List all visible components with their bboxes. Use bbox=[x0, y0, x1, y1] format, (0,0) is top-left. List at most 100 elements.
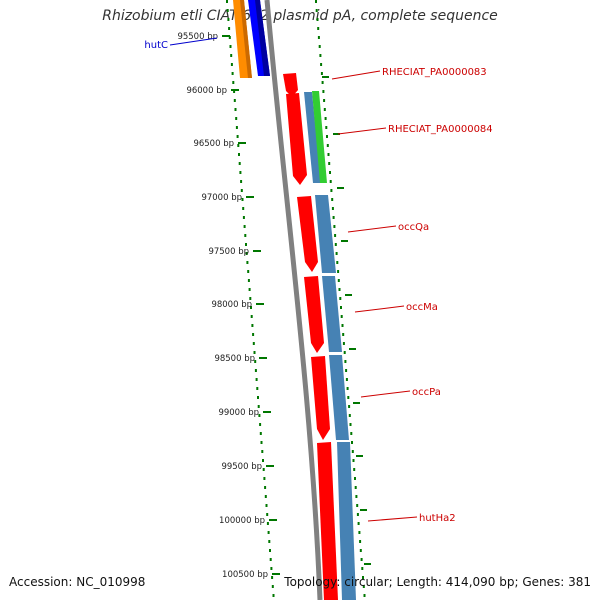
outer-dotted-ring bbox=[334, 234, 337, 237]
outer-dotted-ring bbox=[340, 315, 343, 318]
topology-summary: Topology: circular; Length: 414,090 bp; … bbox=[284, 575, 591, 589]
gene-arrow-occqa bbox=[297, 196, 318, 272]
outer-dotted-ring bbox=[342, 333, 345, 336]
outer-tick-mark bbox=[353, 402, 360, 404]
cds-bar-84 bbox=[304, 92, 321, 183]
inner-dotted-ring bbox=[231, 72, 234, 75]
hutc-feature-shade bbox=[255, 0, 270, 76]
outer-dotted-ring bbox=[324, 117, 327, 120]
orange-feature-shade bbox=[240, 0, 252, 78]
dotted-ring-guides bbox=[226, 0, 366, 597]
inner-dotted-ring bbox=[235, 117, 238, 120]
outer-dotted-ring bbox=[333, 225, 336, 228]
outer-dotted-ring bbox=[326, 135, 328, 138]
outer-dotted-ring bbox=[321, 81, 324, 84]
outer-dotted-ring bbox=[338, 288, 341, 291]
gene-labels: hutC RHECIAT_PA0000083 RHECIAT_PA0000084oc… bbox=[144, 37, 493, 524]
outer-dotted-ring bbox=[327, 153, 330, 156]
gene-label[interactable]: RHECIAT_PA0000084 bbox=[388, 124, 493, 135]
outer-dotted-ring bbox=[362, 585, 365, 588]
outer-dotted-ring bbox=[334, 243, 337, 246]
outer-dotted-ring bbox=[336, 261, 339, 264]
green-feature bbox=[312, 91, 327, 183]
outer-dotted-ring bbox=[317, 36, 320, 39]
outer-dotted-ring bbox=[337, 270, 340, 273]
tick-mark bbox=[231, 89, 239, 91]
outer-dotted-ring bbox=[350, 432, 353, 435]
inner-dotted-ring bbox=[246, 261, 249, 264]
gene-leader-line bbox=[354, 305, 405, 313]
cds-bar-occma bbox=[322, 276, 342, 352]
outer-dotted-ring bbox=[322, 90, 325, 93]
outer-dotted-ring bbox=[315, 9, 318, 12]
inner-dotted-ring bbox=[247, 270, 250, 273]
gene-label[interactable]: hutC bbox=[144, 40, 168, 51]
map-title: Rhizobium etli CIAT 652 plasmid pA, comp… bbox=[102, 8, 498, 24]
outer-dotted-ring bbox=[325, 126, 328, 129]
inner-dotted-ring bbox=[245, 252, 248, 255]
inner-dotted-ring bbox=[256, 387, 259, 390]
inner-dotted-ring bbox=[264, 486, 267, 489]
inner-dotted-ring bbox=[263, 477, 266, 480]
gene-arrow-rheciat-84 bbox=[286, 93, 307, 185]
outer-dotted-ring bbox=[340, 306, 342, 309]
gene-leader-line bbox=[367, 516, 418, 522]
inner-dotted-ring bbox=[261, 450, 264, 453]
outer-dotted-ring bbox=[352, 459, 355, 462]
inner-dotted-ring bbox=[250, 315, 253, 318]
inner-dotted-ring bbox=[237, 144, 240, 147]
gene-arrow-huthа2 bbox=[317, 442, 338, 600]
inner-dotted-ring bbox=[255, 378, 258, 381]
inner-dotted-ring bbox=[236, 135, 239, 138]
inner-dotted-ring bbox=[233, 99, 236, 102]
outer-tick-mark bbox=[349, 348, 356, 350]
tick-label: 97000 bp bbox=[201, 193, 242, 203]
inner-dotted-ring bbox=[228, 27, 231, 30]
backbone-line bbox=[264, 0, 323, 600]
tick-label: 100000 bp bbox=[219, 516, 265, 526]
gene-label[interactable]: occMa bbox=[406, 302, 438, 313]
outer-tick-mark bbox=[364, 563, 371, 565]
inner-dotted-ring bbox=[239, 171, 242, 174]
outer-dotted-ring bbox=[330, 189, 333, 192]
gene-label[interactable]: occQa bbox=[398, 222, 429, 233]
inner-dotted-ring bbox=[259, 432, 262, 435]
outer-dotted-ring bbox=[345, 369, 348, 372]
outer-dotted-ring bbox=[323, 99, 326, 102]
outer-dotted-ring bbox=[346, 387, 349, 390]
outer-dotted-ring bbox=[335, 252, 338, 255]
tick-mark bbox=[222, 35, 230, 37]
outer-dotted-ring bbox=[348, 414, 351, 417]
inner-dotted-ring bbox=[267, 531, 270, 534]
outer-dotted-ring bbox=[329, 171, 331, 174]
outer-dotted-ring bbox=[357, 522, 360, 525]
inner-dotted-ring bbox=[264, 495, 267, 498]
outer-dotted-ring bbox=[345, 378, 348, 381]
outer-dotted-ring bbox=[347, 396, 350, 399]
inner-dotted-ring bbox=[230, 54, 233, 57]
inner-dotted-ring bbox=[240, 189, 243, 192]
inner-dotted-ring bbox=[270, 567, 273, 570]
outer-dotted-ring bbox=[318, 45, 321, 48]
inner-dotted-ring bbox=[226, 0, 228, 3]
cds-bar-occqa bbox=[315, 195, 336, 273]
outer-tick-mark bbox=[356, 455, 363, 457]
outer-dotted-ring bbox=[320, 63, 323, 66]
outer-dotted-ring bbox=[354, 486, 357, 489]
gene-label[interactable]: hutHa2 bbox=[419, 513, 456, 524]
outer-dotted-ring bbox=[356, 504, 359, 507]
inner-dotted-ring bbox=[266, 522, 269, 525]
outer-dotted-ring bbox=[348, 405, 351, 408]
inner-dotted-ring bbox=[257, 396, 259, 399]
inner-dotted-ring bbox=[240, 180, 243, 183]
tick-mark bbox=[256, 303, 264, 305]
tick-label: 95500 bp bbox=[177, 32, 218, 42]
inner-dotted-ring bbox=[252, 333, 255, 336]
inner-dotted-ring bbox=[244, 234, 247, 237]
gene-label[interactable]: occPa bbox=[412, 387, 441, 398]
outer-dotted-ring bbox=[356, 513, 359, 516]
inner-dotted-ring bbox=[269, 549, 271, 552]
gene-label[interactable]: RHECIAT_PA0000083 bbox=[382, 67, 487, 78]
outer-dotted-ring bbox=[331, 198, 334, 201]
